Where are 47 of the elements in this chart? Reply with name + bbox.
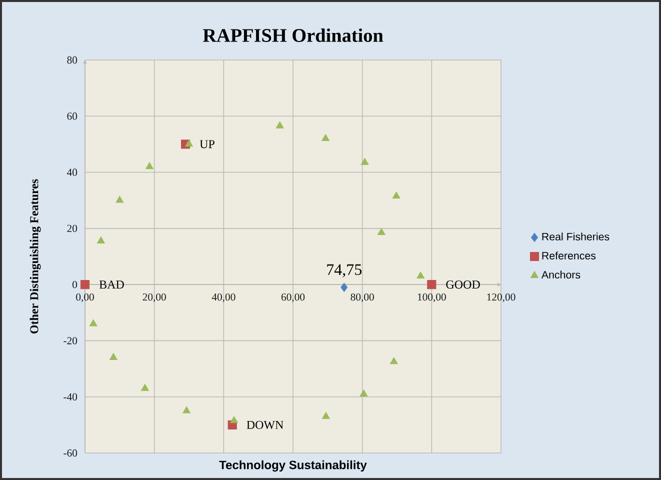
point (322, 412, 330, 419)
point (109, 353, 118, 360)
point (89, 319, 98, 326)
point (340, 282, 348, 292)
legend-label: References (542, 252, 596, 260)
x-tick-label: 60,00 (281, 293, 305, 302)
x-tick-label: 120,00 (487, 293, 516, 302)
y-tick-label: 40 (66, 168, 78, 176)
point (416, 272, 425, 279)
y-tick-label: 0 (72, 280, 78, 288)
point (276, 121, 284, 128)
point (116, 196, 124, 203)
point (360, 158, 369, 165)
point (322, 134, 330, 141)
annotation: UP (200, 140, 214, 148)
point (360, 390, 368, 396)
y-tick-label: 60 (67, 112, 78, 120)
x-tick-label: 0,00 (76, 293, 94, 302)
y-tick-label: -40 (64, 393, 78, 400)
point (377, 228, 386, 236)
point (392, 192, 400, 199)
point (141, 384, 149, 391)
x-tick-label: 100,00 (418, 293, 446, 302)
point (96, 236, 105, 244)
point (80, 280, 90, 290)
legend-label: Anchors (541, 270, 580, 279)
annotation: 74,75 (327, 264, 362, 278)
point (185, 140, 193, 147)
x-axis-title: Technology Sustainability (219, 460, 367, 472)
y-tick-label: -60 (64, 449, 78, 457)
x-tick-label: 20,00 (142, 293, 166, 302)
y-tick-label: 80 (67, 56, 78, 64)
x-tick-label: 80,00 (350, 293, 374, 302)
point (182, 406, 191, 414)
annotation: DOWN (246, 420, 284, 429)
annotation: GOOD (446, 280, 480, 289)
point (427, 280, 436, 290)
y-tick-label: 20 (67, 224, 78, 232)
chart-title: RAPFISH Ordination (202, 28, 384, 42)
point (230, 416, 238, 424)
point (390, 357, 398, 364)
x-tick-label: 40,00 (212, 293, 236, 302)
y-axis-title: Other Distinguishing Features (30, 179, 41, 334)
y-tick-label: -20 (64, 337, 78, 344)
point (146, 162, 154, 170)
legend-label: Real Fisheries (542, 232, 610, 240)
annotation: BAD (99, 280, 124, 289)
